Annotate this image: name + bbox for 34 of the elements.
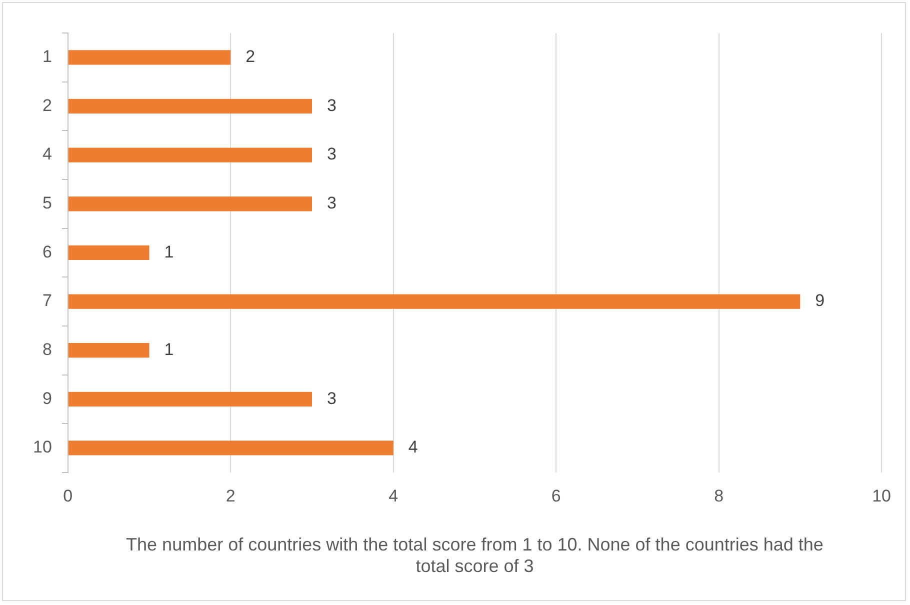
y-tick-label: 1 — [42, 47, 52, 66]
x-tick-label: 6 — [551, 486, 561, 506]
data-label: 9 — [815, 291, 825, 310]
y-tick-label: 7 — [42, 291, 52, 310]
bar — [68, 294, 800, 309]
data-label: 3 — [327, 96, 336, 115]
y-tick-label: 4 — [42, 144, 52, 164]
bar — [68, 196, 312, 212]
x-tick-label: 2 — [226, 486, 236, 506]
bar — [68, 98, 312, 114]
x-axis-title: The number of countries with the total score from 1 to 10. None of the countries had the total score of 3 — [126, 534, 824, 576]
bar — [68, 440, 394, 456]
x-tick-label: 10 — [872, 486, 892, 506]
data-label: 4 — [408, 438, 418, 457]
x-tick-label: 4 — [388, 486, 398, 506]
data-label: 1 — [164, 242, 174, 262]
y-tick-label: 9 — [42, 388, 52, 408]
data-label: 3 — [327, 388, 336, 408]
data-label: 3 — [327, 144, 336, 164]
bar — [68, 392, 312, 406]
y-tick-label: 2 — [42, 96, 52, 115]
y-tick-label: 10 — [32, 438, 52, 457]
bar — [68, 148, 312, 162]
y-tick-label: 8 — [42, 340, 52, 360]
bar — [68, 50, 231, 65]
y-tick-label: 5 — [42, 194, 52, 213]
data-label: 3 — [327, 194, 336, 213]
y-tick-label: 6 — [42, 242, 52, 262]
bar — [68, 343, 150, 358]
data-label: 1 — [164, 340, 174, 360]
data-label: 2 — [246, 47, 256, 66]
x-tick-label: 8 — [714, 486, 724, 506]
bar — [68, 245, 150, 260]
x-tick-label: 0 — [63, 486, 73, 506]
